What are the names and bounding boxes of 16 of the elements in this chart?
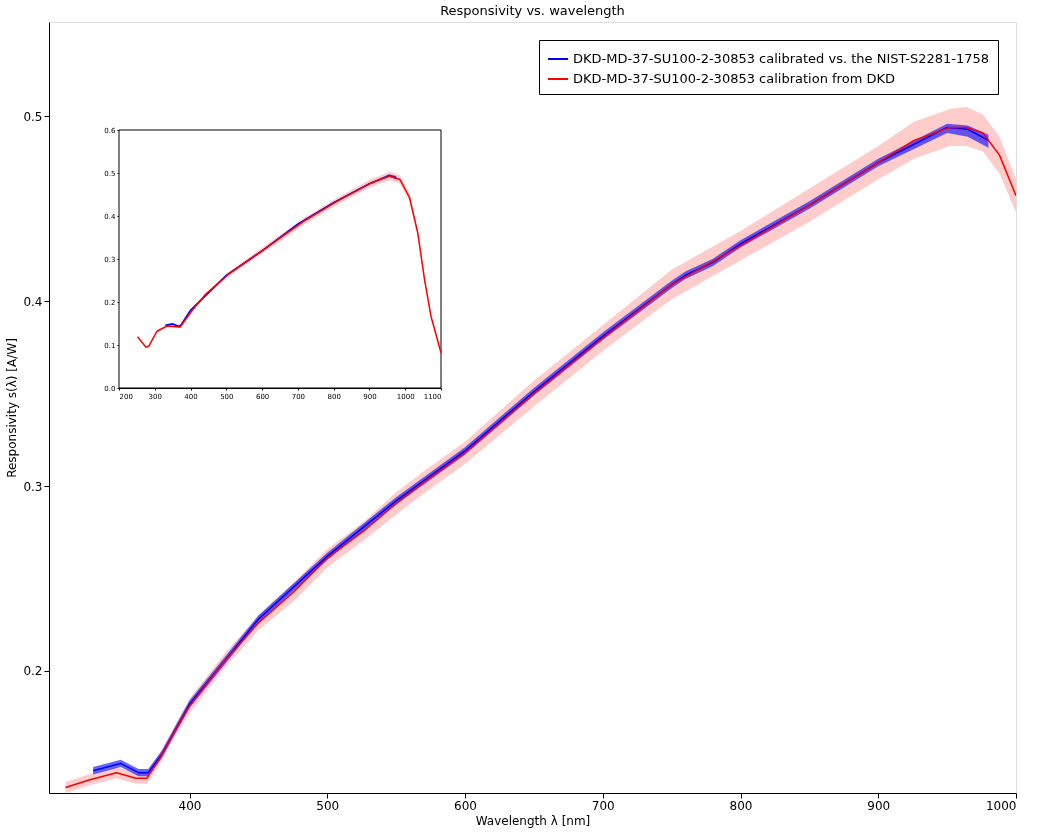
chart-title: Responsivity vs. wavelength [440, 3, 625, 18]
x-tick-label: 500 [316, 798, 340, 813]
x-tick-label: 900 [867, 798, 891, 813]
legend-label: DKD-MD-37-SU100-2-30853 calibration from DKD [573, 71, 895, 86]
x-tick-label: 400 [178, 798, 202, 813]
x-tick-label: 800 [729, 798, 753, 813]
y-axis-title: Responsivity s(λ) [A/W] [5, 338, 20, 478]
x-axis-title: Wavelength λ [nm] [475, 813, 591, 828]
x-tick-label: 600 [454, 798, 477, 813]
y-tick-label: 0.3 [23, 479, 43, 494]
y-tick-label: 0.5 [23, 109, 43, 124]
y-tick-label: 0.4 [23, 294, 43, 309]
legend-label: DKD-MD-37-SU100-2-30853 calibrated vs. the NIST-S2281-1758 [573, 51, 990, 66]
y-tick-label: 0.2 [23, 664, 43, 679]
x-tick-label: 700 [591, 798, 615, 813]
x-tick-label: 1000 [985, 798, 1017, 813]
